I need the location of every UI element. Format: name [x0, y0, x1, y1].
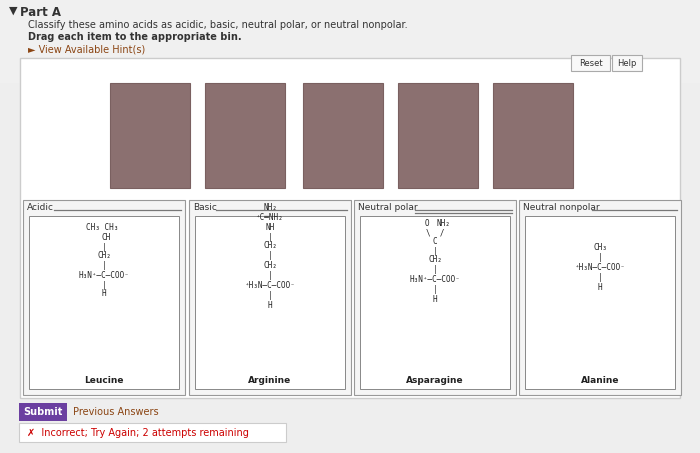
- Text: |: |: [433, 246, 438, 255]
- Text: H: H: [102, 289, 106, 299]
- Text: CH₂: CH₂: [263, 241, 277, 251]
- Text: |: |: [267, 232, 272, 241]
- Text: ⁺H₃N─C─COO⁻: ⁺H₃N─C─COO⁻: [244, 280, 295, 289]
- Text: Drag each item to the appropriate bin.: Drag each item to the appropriate bin.: [28, 32, 242, 42]
- Bar: [110, 83, 190, 188]
- Text: Part A: Part A: [20, 6, 61, 19]
- FancyBboxPatch shape: [19, 403, 67, 421]
- FancyBboxPatch shape: [612, 55, 642, 71]
- Bar: [29, 216, 179, 389]
- Text: Acidic: Acidic: [27, 203, 54, 212]
- Text: CH₃: CH₃: [593, 244, 607, 252]
- Text: |: |: [102, 242, 106, 251]
- Text: |: |: [267, 270, 272, 280]
- Text: Neutral polar: Neutral polar: [358, 203, 418, 212]
- Text: CH₃ CH₃: CH₃ CH₃: [86, 223, 118, 232]
- Text: Help: Help: [617, 58, 637, 67]
- Bar: [195, 216, 345, 389]
- Text: Previous Answers: Previous Answers: [73, 407, 159, 417]
- Text: Submit: Submit: [23, 407, 63, 417]
- Text: CH₂: CH₂: [428, 255, 442, 265]
- Bar: [360, 216, 510, 389]
- Text: Reset: Reset: [579, 58, 602, 67]
- Text: ⁺C═NH₂: ⁺C═NH₂: [256, 213, 284, 222]
- FancyBboxPatch shape: [19, 423, 286, 442]
- Text: |: |: [433, 265, 438, 275]
- Text: |: |: [267, 290, 272, 299]
- Text: Basic: Basic: [193, 203, 217, 212]
- Text: ▼: ▼: [9, 6, 18, 16]
- Bar: [525, 216, 675, 389]
- Text: NH₂: NH₂: [263, 203, 277, 212]
- Text: ► View Available Hint(s): ► View Available Hint(s): [28, 45, 146, 55]
- Text: |: |: [267, 251, 272, 260]
- Text: H: H: [267, 300, 272, 309]
- Text: ✗  Incorrect; Try Again; 2 attempts remaining: ✗ Incorrect; Try Again; 2 attempts remai…: [27, 428, 249, 438]
- Text: Neutral nonpolar: Neutral nonpolar: [523, 203, 600, 212]
- Text: ⁺H₃N─C─COO⁻: ⁺H₃N─C─COO⁻: [575, 264, 625, 273]
- Bar: [493, 83, 573, 188]
- Text: CH₂: CH₂: [263, 260, 277, 270]
- Text: NH: NH: [265, 223, 274, 232]
- Bar: [519, 200, 681, 395]
- Text: CH: CH: [102, 233, 111, 242]
- Text: H₃N⁺─C─COO⁻: H₃N⁺─C─COO⁻: [78, 270, 130, 280]
- Bar: [303, 83, 383, 188]
- Bar: [20, 58, 680, 398]
- Bar: [205, 83, 285, 188]
- Text: NH₂: NH₂: [436, 218, 450, 227]
- Text: CH₂: CH₂: [97, 251, 111, 260]
- Text: |: |: [102, 260, 106, 270]
- Bar: [398, 83, 478, 188]
- Text: |: |: [598, 274, 602, 283]
- Text: Leucine: Leucine: [84, 376, 124, 385]
- Text: Classify these amino acids as acidic, basic, neutral polar, or neutral nonpolar.: Classify these amino acids as acidic, ba…: [28, 20, 407, 30]
- Text: |: |: [598, 254, 602, 262]
- FancyBboxPatch shape: [571, 55, 610, 71]
- Text: Alanine: Alanine: [581, 376, 620, 385]
- Text: C: C: [433, 237, 438, 246]
- Text: H: H: [598, 284, 602, 293]
- Text: \  /: \ /: [426, 228, 444, 237]
- Bar: [189, 200, 351, 395]
- Text: Arginine: Arginine: [248, 376, 292, 385]
- Text: H₃N⁺─C─COO⁻: H₃N⁺─C─COO⁻: [410, 275, 461, 284]
- Bar: [23, 200, 185, 395]
- Bar: [354, 200, 516, 395]
- Text: H: H: [433, 295, 438, 304]
- Text: |: |: [433, 285, 438, 294]
- Text: O: O: [425, 218, 429, 227]
- Bar: [0, 0, 700, 83]
- Text: |: |: [102, 280, 106, 289]
- Text: Asparagine: Asparagine: [406, 376, 464, 385]
